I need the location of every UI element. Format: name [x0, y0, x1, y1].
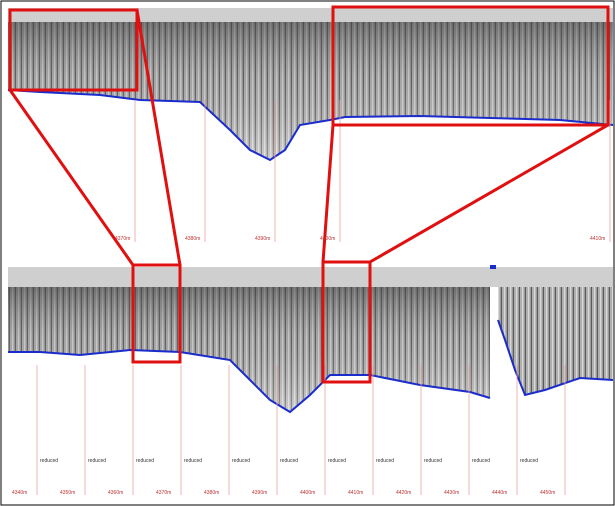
section-label: reduced — [232, 458, 250, 464]
distance-label: 4440m — [492, 490, 507, 496]
section-label: reduced — [88, 458, 106, 464]
distance-label: 4450m — [540, 490, 555, 496]
distance-label: 4380m — [185, 236, 200, 242]
distance-label: 4400m — [320, 236, 335, 242]
distance-label: 4410m — [590, 236, 605, 242]
distance-label: 4340m — [12, 490, 27, 496]
distance-label: 4360m — [108, 490, 123, 496]
distance-label: 4380m — [204, 490, 219, 496]
distance-label: 4420m — [396, 490, 411, 496]
distance-label: 4430m — [444, 490, 459, 496]
section-label: reduced — [184, 458, 202, 464]
section-label: reduced — [40, 458, 58, 464]
section-label: reduced — [136, 458, 154, 464]
section-label: reduced — [376, 458, 394, 464]
distance-label: 4390m — [252, 490, 267, 496]
distance-label: 4370m — [156, 490, 171, 496]
section-label: reduced — [472, 458, 490, 464]
section-label: reduced — [424, 458, 442, 464]
distance-label: 4390m — [255, 236, 270, 242]
distance-label: 4350m — [60, 490, 75, 496]
distance-label: 4370m — [115, 236, 130, 242]
surface-band — [8, 267, 613, 287]
echogram-figure: 4370m 4380m 4390m 4400m 4410m 4340m reduced 435… — [0, 0, 615, 506]
section-label: reduced — [328, 458, 346, 464]
section-label: reduced — [520, 458, 538, 464]
distance-label: 4400m — [300, 490, 315, 496]
section-label: reduced — [280, 458, 298, 464]
distance-label: 4410m — [348, 490, 363, 496]
marker — [490, 265, 496, 269]
